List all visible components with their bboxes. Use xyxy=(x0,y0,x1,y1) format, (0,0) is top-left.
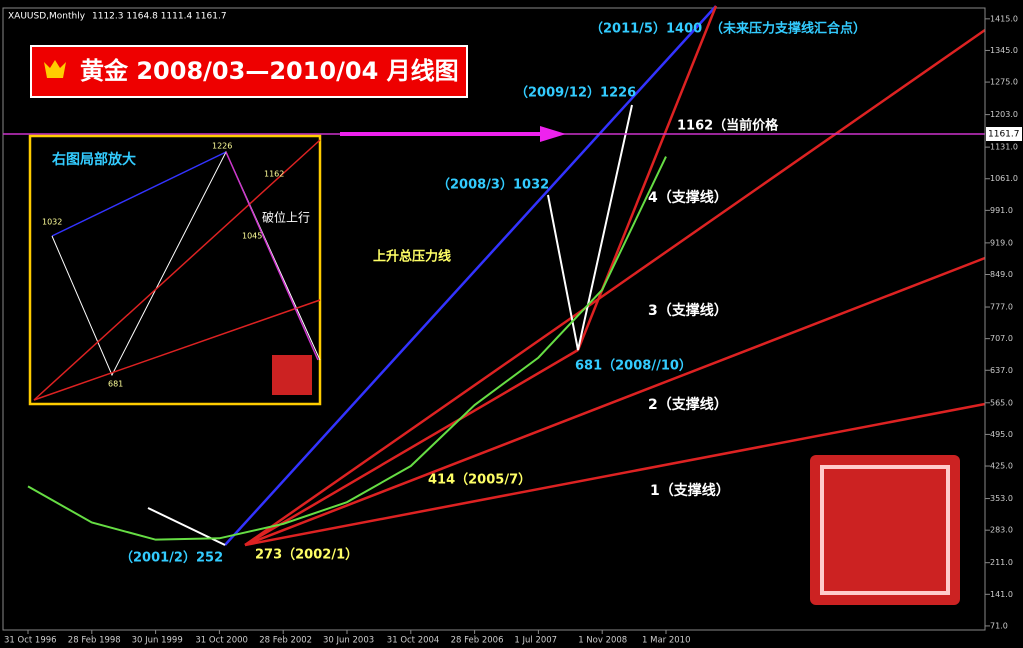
annotation: 4（支撑线） xyxy=(648,189,728,206)
inset-label: 1032 xyxy=(42,218,62,227)
y-tick-label: 495.0 xyxy=(990,430,1013,439)
arrow-head xyxy=(540,126,566,142)
y-tick-label: 637.0 xyxy=(990,366,1013,375)
x-tick-label: 1 Jul 2007 xyxy=(514,636,557,646)
seal xyxy=(272,355,312,395)
y-tick-label: 1345.0 xyxy=(990,46,1018,55)
x-tick-label: 28 Feb 1998 xyxy=(68,636,121,646)
y-tick-label: 353.0 xyxy=(990,494,1013,503)
annotation: 3（支撑线） xyxy=(648,302,728,319)
inset-label: 1045 xyxy=(242,232,262,241)
inset-lines xyxy=(33,139,321,401)
pressure-line xyxy=(224,5,717,546)
y-tick-label: 565.0 xyxy=(990,398,1013,407)
annotation: （2008/3）1032 xyxy=(437,177,549,193)
inset-label: 1226 xyxy=(212,142,232,151)
x-tick-label: 30 Jun 2003 xyxy=(323,636,374,646)
banner-box xyxy=(30,45,468,98)
annotation: 1162（当前价格 xyxy=(677,118,779,134)
symbol: XAUUSD,Monthly xyxy=(8,12,86,22)
annotation: 2（支撑线） xyxy=(648,396,728,413)
x-tick-label: 1 Nov 2008 xyxy=(578,636,627,646)
y-tick-label: 777.0 xyxy=(990,303,1013,312)
y-tick-label: 849.0 xyxy=(990,270,1013,279)
x-tick-label: 28 Feb 2006 xyxy=(451,636,504,646)
inset-label: 681 xyxy=(108,380,123,389)
y-tick-label: 1275.0 xyxy=(990,78,1018,87)
x-tick-label: 31 Oct 2004 xyxy=(387,636,440,646)
price-tag-label: 1161.7 xyxy=(988,130,1020,140)
annotation: 1（支撑线） xyxy=(650,482,730,499)
annotation: （2011/5）1400 xyxy=(590,21,702,37)
x-tick-label: 28 Feb 2002 xyxy=(259,636,312,646)
support-lines xyxy=(244,5,986,547)
y-tick-label: 71.0 xyxy=(990,621,1008,630)
annotation: 681（2008//10） xyxy=(575,358,692,374)
y-tick-label: 919.0 xyxy=(990,238,1013,247)
banner: 黄金 2008/03—2010/04 月线图 xyxy=(80,57,459,85)
crown-icon xyxy=(44,60,66,78)
x-tick-label: 31 Oct 1996 xyxy=(4,636,57,646)
annotation: （2009/12）1226 xyxy=(515,85,636,101)
seal-border xyxy=(820,465,950,595)
price-tag xyxy=(986,127,1022,141)
y-tick-label: 1061.0 xyxy=(990,174,1018,183)
y-tick-label: 1131.0 xyxy=(990,143,1018,152)
x-tick-label: 1 Mar 2010 xyxy=(642,636,690,646)
annotation: 273（2002/1） xyxy=(255,547,358,563)
annotation: 414（2005/7） xyxy=(428,472,531,488)
annotation: （未来压力支撑线汇合点） xyxy=(710,21,866,37)
ohlc: 1112.3 1164.8 1111.4 1161.7 xyxy=(92,12,227,22)
y-tick-label: 425.0 xyxy=(990,462,1013,471)
annotation: 上升总压力线 xyxy=(373,249,451,265)
seal xyxy=(810,455,960,605)
y-tick-label: 1203.0 xyxy=(990,110,1018,119)
price-line-series xyxy=(27,156,667,541)
y-tick-label: 1415.0 xyxy=(990,14,1018,23)
x-tick-label: 30 Jun 1999 xyxy=(132,636,183,646)
zigzag xyxy=(547,104,633,351)
y-tick-label: 211.0 xyxy=(990,558,1013,567)
y-tick-label: 141.0 xyxy=(990,590,1013,599)
y-tick-label: 991.0 xyxy=(990,206,1013,215)
inset-label: 1162 xyxy=(264,170,284,179)
annotation: （2001/2）252 xyxy=(120,550,223,566)
inset-title: 右图局部放大 xyxy=(51,151,136,168)
inset-label: 破位上行 xyxy=(262,210,310,225)
x-tick-label: 31 Oct 2000 xyxy=(195,636,248,646)
y-tick-label: 707.0 xyxy=(990,334,1013,343)
y-tick-label: 283.0 xyxy=(990,526,1013,535)
